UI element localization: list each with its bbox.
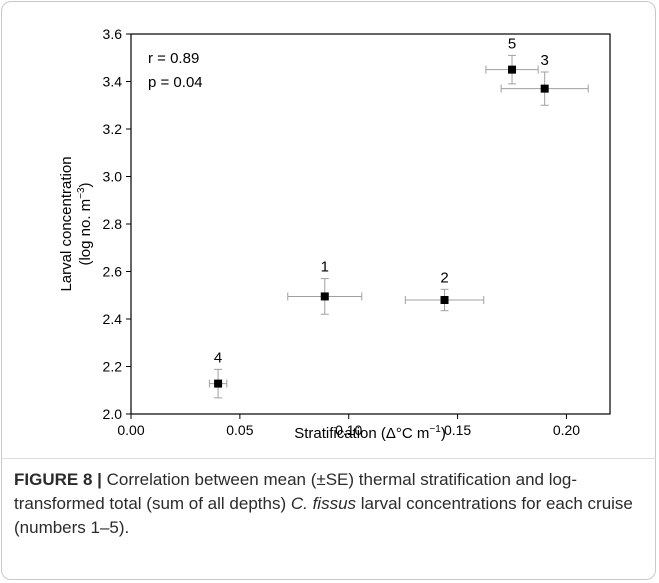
plot-area-frame — [130, 33, 611, 415]
data-point — [508, 65, 517, 74]
y-tick-label: 2.0 — [103, 406, 123, 422]
y-axis-label-line1: Larval concentration — [58, 156, 75, 291]
y-tick-label: 3.2 — [103, 121, 123, 137]
y-tick-label: 2.4 — [103, 311, 123, 327]
annotation-r: r = 0.89 — [148, 50, 199, 67]
caption-text: Correlation between mean (±SE) thermal s… — [14, 470, 578, 513]
data-point — [440, 296, 449, 304]
y-axis-label-line2: (log no. m−3) — [76, 182, 94, 265]
x-tick-label: 0.00 — [117, 422, 144, 438]
y-tick-label: 2.2 — [103, 359, 123, 375]
y-tick-label: 3.6 — [103, 26, 123, 42]
caption-label: FIGURE 8 | — [14, 470, 102, 489]
x-axis-label: Stratification (Δ°C m−1) — [294, 424, 446, 442]
figure-caption: FIGURE 8 | Correlation between mean (±SE… — [14, 468, 644, 540]
caption-species: C. fissus — [290, 494, 357, 513]
data-point-label: 1 — [321, 259, 329, 276]
data-point-label: 2 — [440, 269, 448, 286]
data-point — [214, 379, 223, 388]
data-point — [540, 84, 549, 93]
x-tick-label: 0.10 — [335, 422, 362, 438]
y-tick-label: 2.6 — [103, 264, 123, 280]
data-point-label: 5 — [508, 35, 516, 52]
x-tick-label: 0.05 — [226, 422, 253, 438]
caption-divider — [1, 458, 656, 459]
x-tick-label: 0.15 — [444, 422, 471, 438]
annotation-p: p = 0.04 — [148, 74, 203, 91]
scatter-chart: 0.00 0.05 0.10 0.15 0.20 2.0 2.2 2.4 2.6 2.8 3.0 3… — [58, 26, 611, 442]
y-tick-label: 2.8 — [103, 216, 123, 232]
x-tick-label: 0.20 — [553, 422, 580, 438]
data-point — [320, 292, 329, 301]
y-tick-label: 3.0 — [103, 169, 123, 185]
y-tick-label: 3.4 — [103, 74, 123, 90]
caption-text-end: larval concentrations for each cruise (n… — [14, 494, 633, 537]
data-point-label: 4 — [214, 349, 222, 366]
data-point-label: 3 — [541, 52, 549, 69]
